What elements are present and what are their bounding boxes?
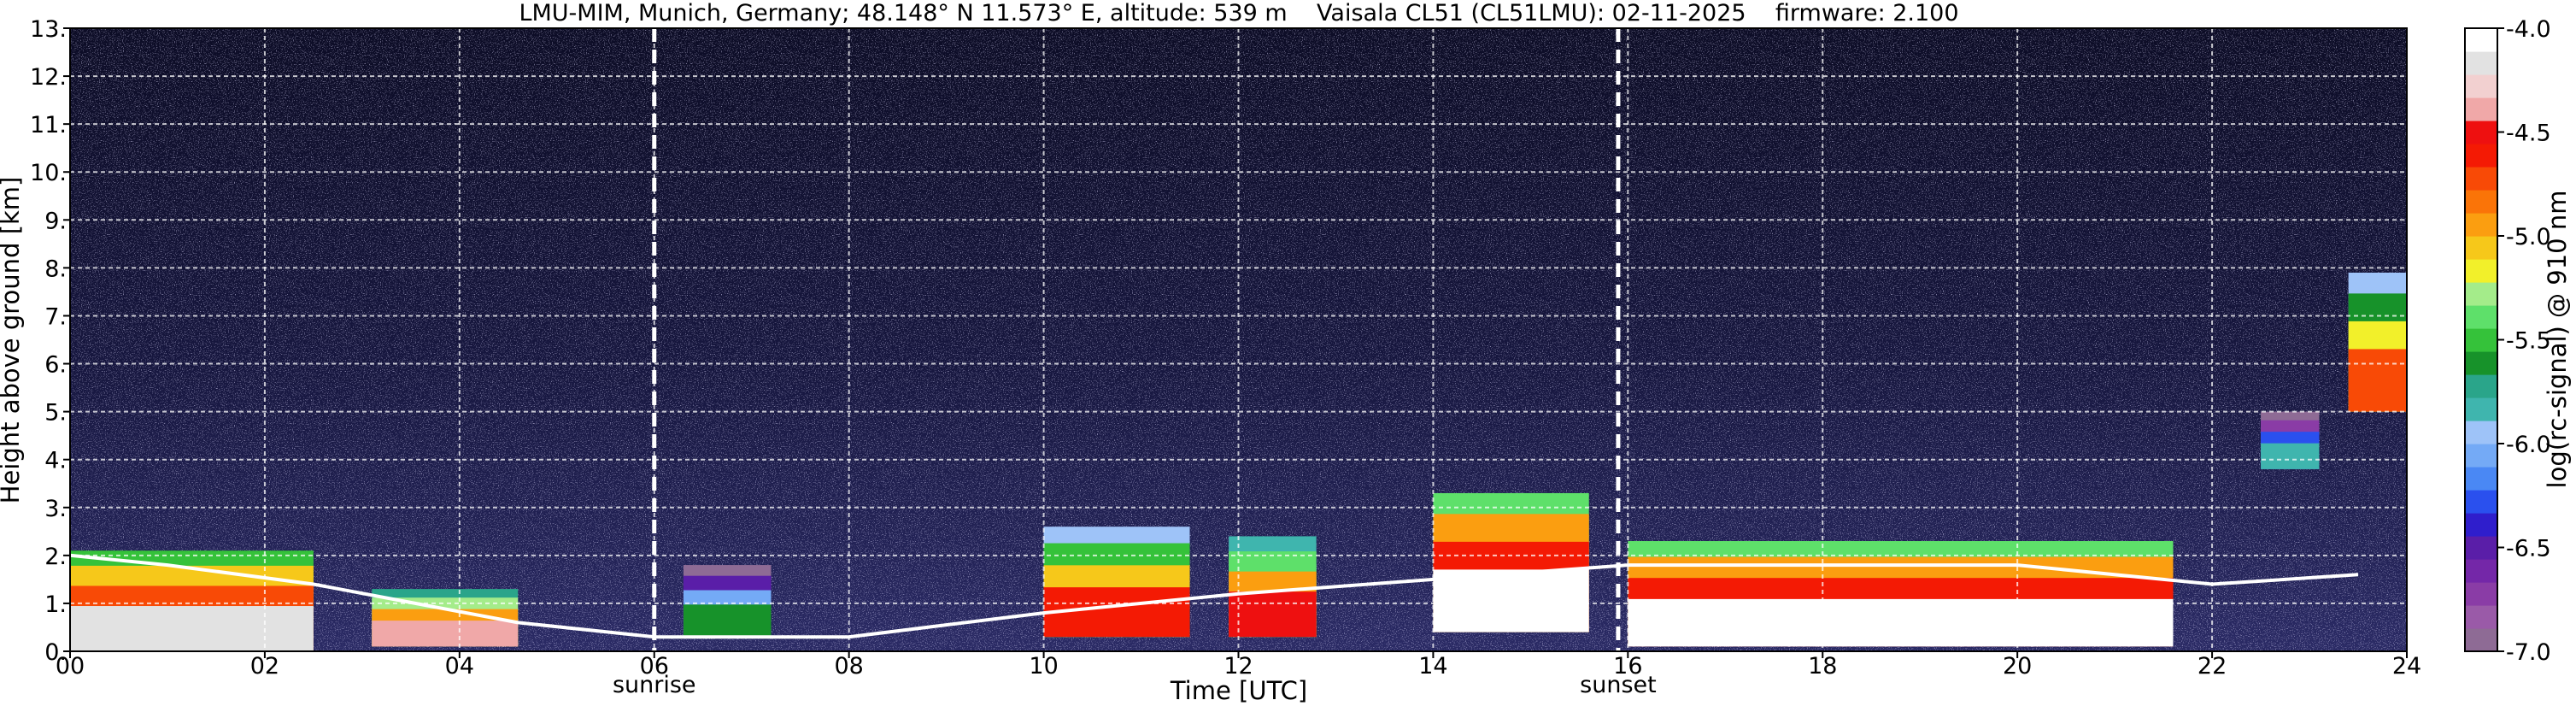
event-label: sunrise	[613, 672, 696, 698]
chart-title: LMU-MIM, Munich, Germany; 48.148° N 11.5…	[519, 0, 1958, 26]
y-tick-label: 11.	[30, 112, 67, 138]
x-tick-label: 18	[1808, 653, 1837, 680]
x-axis-ticks: 00 02 04 06 08 10 12 14 16 18 20 22 24	[56, 651, 2421, 680]
y-tick-label: 9.	[44, 208, 67, 234]
colorbar-swatch	[2465, 513, 2497, 537]
colorbar-swatch	[2465, 328, 2497, 352]
colorbar-swatch	[2465, 121, 2497, 144]
colorbar-swatch	[2465, 74, 2497, 98]
colorbar-tick-label: -4.0	[2506, 16, 2551, 43]
colorbar-swatch	[2465, 259, 2497, 283]
x-tick-label: 06	[640, 653, 669, 680]
colorbar-swatch	[2465, 490, 2497, 514]
colorbar-swatch	[2465, 167, 2497, 191]
cloud-feature	[1628, 541, 2174, 647]
colorbar-swatch	[2465, 536, 2497, 560]
y-tick-label: 5.	[44, 400, 67, 427]
cloud-feature-layer	[1433, 569, 1589, 632]
x-tick-label: 08	[834, 653, 863, 680]
cloud-feature-layer	[1229, 591, 1317, 638]
colorbar-tick-label: -5.5	[2506, 328, 2551, 355]
colorbar-swatch	[2465, 236, 2497, 260]
grid-lines	[70, 28, 2407, 651]
cloud-feature	[70, 550, 314, 651]
cloud-feature-layer	[372, 621, 519, 647]
colorbar-tick-label: -4.5	[2506, 121, 2551, 147]
x-tick-label: 14	[1418, 653, 1447, 680]
x-axis-label: Time [UTC]	[1170, 676, 1307, 705]
cloud-feature-layer	[2261, 443, 2320, 469]
colorbar-swatch	[2465, 351, 2497, 375]
cloud-feature	[372, 589, 519, 647]
colorbar-swatch	[2465, 51, 2497, 75]
cloud-feature	[2261, 411, 2320, 469]
colorbar-swatch	[2465, 190, 2497, 214]
cloud-feature-layer	[1628, 598, 2174, 647]
y-tick-label: 8.	[44, 256, 67, 282]
y-axis-label: Height above ground [km]	[0, 177, 25, 504]
colorbar-swatch	[2465, 605, 2497, 629]
colorbar-swatch	[2465, 374, 2497, 398]
colorbar-swatch	[2465, 444, 2497, 468]
cloud-feature-layer	[683, 604, 772, 638]
colorbar-tick-label: -6.0	[2506, 432, 2551, 458]
y-tick-label: 7.	[44, 303, 67, 330]
cloud-feature	[1043, 527, 1190, 638]
x-tick-label: 16	[1613, 653, 1642, 680]
x-tick-label: 00	[56, 653, 85, 680]
event-labels: sunrise sunset	[613, 672, 1657, 698]
y-tick-label: 3.	[44, 496, 67, 522]
colorbar-swatch	[2465, 213, 2497, 237]
y-tick-label: 4.	[44, 448, 67, 474]
colorbar-label: log(rc-signal) @ 910 nm	[2543, 191, 2572, 489]
x-tick-label: 24	[2392, 653, 2421, 680]
y-tick-label: 2.	[44, 544, 67, 570]
event-label: sunset	[1580, 672, 1657, 698]
x-tick-label: 12	[1223, 653, 1253, 680]
y-tick-label: 6.	[44, 352, 67, 379]
cloud-feature	[683, 565, 772, 638]
colorbar-tick-label: -6.5	[2506, 536, 2551, 562]
colorbar-swatch	[2465, 144, 2497, 168]
y-tick-label: 1.	[44, 591, 67, 618]
x-tick-label: 20	[2003, 653, 2032, 680]
colorbar-swatch	[2465, 628, 2497, 652]
x-tick-label: 10	[1029, 653, 1058, 680]
colorbar-swatch	[2465, 397, 2497, 421]
colorbar-tick-label: -5.0	[2506, 224, 2551, 250]
colorbar-swatch	[2465, 559, 2497, 583]
colorbar-swatch	[2465, 582, 2497, 606]
colorbar-swatch	[2465, 421, 2497, 444]
colorbar	[2465, 28, 2497, 652]
colorbar-swatch	[2465, 28, 2497, 52]
plot-area	[70, 28, 2407, 651]
y-tick-label: 13.	[30, 16, 67, 43]
x-tick-label: 04	[445, 653, 474, 680]
colorbar-tick-label: -7.0	[2506, 639, 2551, 666]
event-lines	[652, 28, 1621, 651]
y-tick-label: 10.	[30, 160, 67, 186]
y-axis-ticks: 0. 1. 2. 3. 4. 5. 6. 7. 8. 9. 10. 11. 12. 13.	[30, 16, 70, 666]
y-tick-label: 12.	[30, 64, 67, 91]
colorbar-swatch	[2465, 467, 2497, 491]
backscatter-features	[70, 272, 2407, 651]
cloud-feature	[2348, 272, 2407, 412]
cloud-feature-layer	[2348, 349, 2407, 412]
y-tick-label: 0.	[44, 639, 67, 666]
colorbar-swatch	[2465, 305, 2497, 329]
x-tick-label: 22	[2198, 653, 2227, 680]
cloud-feature	[1433, 492, 1589, 632]
cloud-feature	[1229, 536, 1317, 638]
cloud-feature-layer	[70, 606, 314, 651]
colorbar-swatch	[2465, 282, 2497, 306]
colorbar-swatch	[2465, 97, 2497, 121]
colorbar-ticks: -7.0 -6.5 -6.0 -5.5 -5.0 -4.5 -4.0	[2497, 16, 2551, 666]
x-tick-label: 02	[250, 653, 279, 680]
